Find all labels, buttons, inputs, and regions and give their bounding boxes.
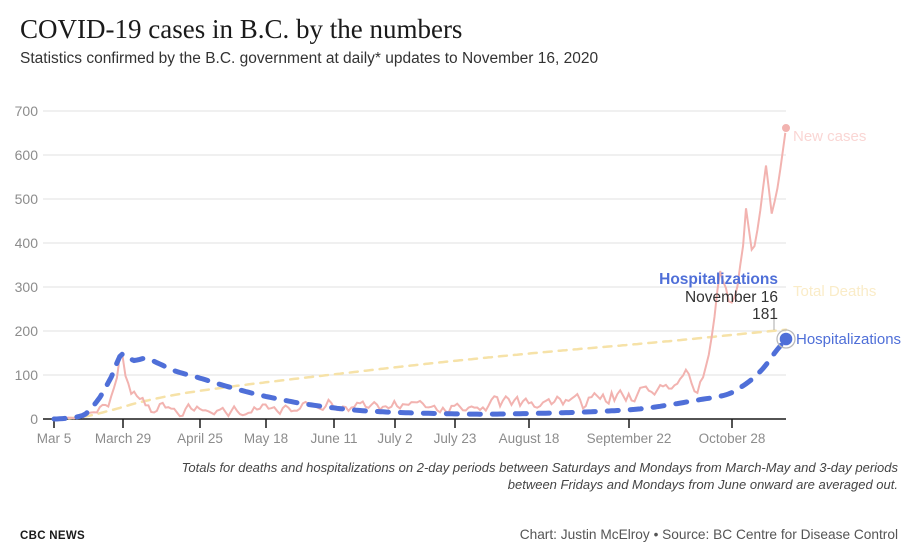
svg-text:September 22: September 22	[587, 431, 672, 446]
svg-text:April 25: April 25	[177, 431, 223, 446]
svg-text:New cases: New cases	[793, 128, 866, 145]
svg-text:Hospitalizations: Hospitalizations	[659, 271, 778, 288]
svg-text:July 2: July 2	[377, 431, 412, 446]
svg-text:March 29: March 29	[95, 431, 151, 446]
svg-text:November 16: November 16	[685, 289, 778, 306]
svg-text:300: 300	[15, 279, 39, 295]
svg-text:May 18: May 18	[244, 431, 288, 446]
svg-text:181: 181	[752, 306, 778, 323]
svg-text:Hospitalizations: Hospitalizations	[796, 331, 901, 348]
svg-text:700: 700	[15, 103, 39, 119]
svg-text:100: 100	[15, 367, 39, 383]
svg-text:400: 400	[15, 235, 39, 251]
svg-text:0: 0	[30, 411, 38, 427]
svg-text:October 28: October 28	[699, 431, 766, 446]
svg-text:July 23: July 23	[434, 431, 477, 446]
svg-text:500: 500	[15, 191, 39, 207]
svg-text:Total Deaths: Total Deaths	[793, 283, 876, 300]
svg-text:August 18: August 18	[499, 431, 560, 446]
svg-text:200: 200	[15, 323, 39, 339]
svg-text:Mar 5: Mar 5	[37, 431, 72, 446]
svg-text:June 11: June 11	[310, 431, 357, 446]
svg-text:600: 600	[15, 147, 39, 163]
